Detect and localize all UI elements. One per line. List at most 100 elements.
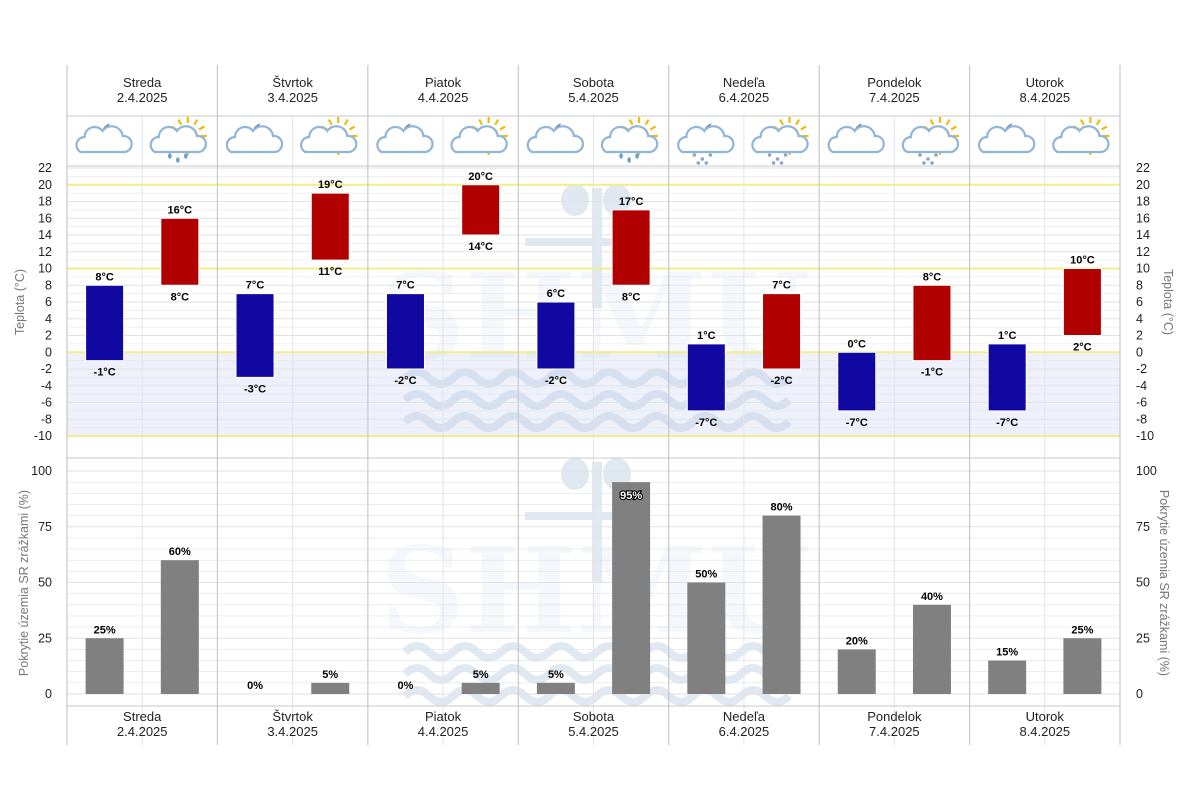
temperature-tick-left: 0 (45, 345, 52, 359)
precipitation-tick-left: 0 (45, 687, 52, 701)
day-min-label: 11°C (318, 266, 342, 278)
day-precipitation-bar (160, 560, 199, 694)
day-temperature-bar (762, 293, 802, 370)
day-max-label: 7°C (772, 280, 791, 292)
day-max-label: 10°C (1070, 255, 1095, 267)
day-precipitation-label: 40% (921, 591, 943, 603)
cloud-moon-icon (75, 120, 133, 154)
temperature-tick-left: -6 (41, 396, 52, 410)
temperature-tick-left: 22 (38, 161, 52, 175)
day-precipitation-label: 80% (771, 502, 793, 514)
temperature-tick-right: 16 (1136, 211, 1150, 225)
night-temperature-bar (85, 284, 125, 362)
day-date: 3.4.2025 (267, 90, 318, 105)
temperature-tick-right: 20 (1136, 178, 1150, 192)
night-min-label: -3°C (244, 383, 266, 395)
precipitation-tick-right: 25 (1136, 631, 1150, 645)
temperature-tick-right: 0 (1136, 345, 1143, 359)
precipitation-tick-right: 75 (1136, 520, 1150, 534)
precipitation-tick-left: 25 (38, 631, 52, 645)
day-date: 7.4.2025 (869, 724, 920, 739)
day-min-label: 8°C (622, 291, 641, 303)
temperature-tick-left: -8 (41, 412, 52, 426)
day-name: Piatok (425, 75, 462, 90)
temperature-tick-left: 4 (45, 312, 52, 326)
day-name: Nedeľa (723, 75, 766, 90)
precipitation-axis-label-left: Pokrytie územia SR zrážkami (%) (17, 490, 31, 676)
day-temperature-bar (160, 217, 200, 286)
night-max-label: 8°C (95, 271, 114, 283)
day-max-label: 16°C (168, 204, 193, 216)
night-min-label: -7°C (996, 417, 1018, 429)
day-precipitation-label: 25% (1071, 624, 1093, 636)
day-min-label: 8°C (171, 291, 190, 303)
day-precipitation-bar (612, 482, 651, 694)
temperature-tick-left: 8 (45, 278, 52, 292)
temperature-tick-left: -2 (41, 362, 52, 376)
sun-cloud-snow-icon (751, 117, 809, 165)
weather-icons (75, 117, 1110, 165)
day-date: 6.4.2025 (719, 724, 770, 739)
temperature-tick-left: 18 (38, 195, 52, 209)
day-temperature-bar (461, 184, 501, 236)
temperature-tick-right: -8 (1136, 412, 1147, 426)
day-precipitation-bar (461, 682, 500, 694)
temperature-tick-right: 18 (1136, 195, 1150, 209)
precipitation-chart: 25% 0% 0% 5% 50% 20% 15% 60% 5% 5% 95% 80% 40% 25% (85, 482, 1102, 694)
night-precipitation-bar (687, 582, 726, 694)
day-temperature-bar (1062, 268, 1102, 336)
day-precipitation-label: 5% (473, 669, 489, 681)
night-max-label: 6°C (547, 288, 566, 300)
temperature-axis-label-right: Teplota (°C) (1161, 269, 1175, 335)
night-temperature-bar (686, 343, 726, 412)
day-precipitation-bar (762, 515, 801, 694)
night-precipitation-label: 0% (247, 680, 263, 692)
watermark-logo: SHMU (380, 184, 810, 432)
precipitation-tick-right: 100 (1136, 464, 1157, 478)
night-temperature-bar (536, 301, 576, 370)
day-precipitation-bar (311, 682, 350, 694)
night-min-label: -2°C (394, 375, 416, 387)
night-precipitation-label: 0% (398, 680, 414, 692)
day-date: 4.4.2025 (418, 724, 469, 739)
temperature-tick-left: 20 (38, 178, 52, 192)
sun-cloud-snow-icon (901, 117, 960, 165)
temperature-tick-right: -4 (1136, 379, 1147, 393)
day-max-label: 17°C (619, 196, 644, 208)
day-temperature-bar (310, 192, 350, 261)
day-name: Piatok (425, 709, 462, 724)
day-precipitation-bar (912, 604, 951, 694)
night-temperature-bar (235, 293, 275, 378)
day-min-label: -1°C (921, 367, 943, 379)
day-date: 5.4.2025 (568, 724, 619, 739)
sun-cloud-icon (450, 117, 508, 155)
day-max-label: 20°C (468, 171, 493, 183)
day-precipitation-label: 5% (322, 669, 338, 681)
temperature-tick-left: 2 (45, 329, 52, 343)
temperature-axis-label-left: Teplota (°C) (13, 269, 27, 335)
day-name: Nedeľa (723, 709, 766, 724)
precipitation-tick-left: 100 (31, 464, 52, 478)
night-precipitation-label: 5% (548, 669, 564, 681)
temperature-tick-right: 8 (1136, 278, 1143, 292)
temperature-tick-right: 12 (1136, 245, 1150, 259)
night-min-label: -7°C (695, 417, 717, 429)
day-date: 5.4.2025 (568, 90, 619, 105)
cloud-moon-icon (225, 120, 284, 154)
cloud-moon-snow-icon (677, 120, 735, 165)
night-max-label: 0°C (848, 338, 867, 350)
night-min-label: -1°C (94, 367, 116, 379)
day-max-label: 19°C (318, 179, 343, 191)
night-min-label: -2°C (545, 375, 567, 387)
cloud-moon-icon (977, 120, 1036, 154)
temperature-tick-left: 12 (38, 245, 52, 259)
sun-cloud-rain-icon (149, 117, 207, 163)
night-max-label: 7°C (396, 280, 415, 292)
day-name: Utorok (1026, 709, 1065, 724)
temperature-tick-left: 14 (38, 228, 52, 242)
day-date: 8.4.2025 (1019, 724, 1070, 739)
precipitation-tick-right: 50 (1136, 576, 1150, 590)
